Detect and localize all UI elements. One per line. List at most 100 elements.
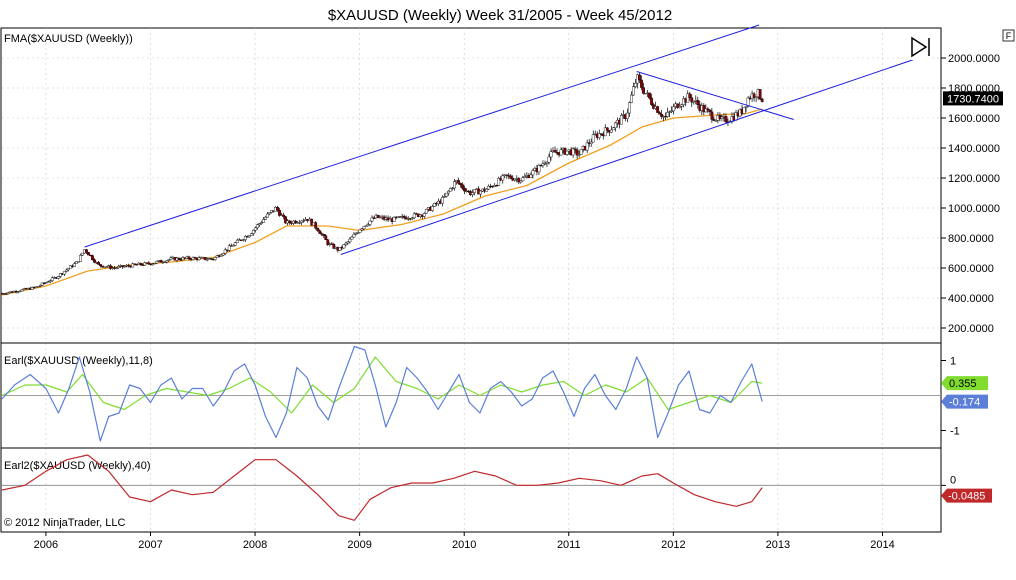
candle-body	[609, 129, 613, 133]
corner-f-button[interactable]: F	[1002, 29, 1015, 42]
candle-body	[545, 162, 549, 164]
candle-body	[589, 141, 593, 144]
candle-body	[167, 259, 171, 261]
candle-body	[443, 196, 446, 198]
candle-body	[441, 197, 444, 204]
candle-body	[432, 202, 436, 207]
candle-body	[320, 233, 324, 235]
candle-body	[155, 261, 159, 264]
candle-body	[445, 192, 448, 197]
candle-body	[262, 219, 265, 223]
candle-body	[710, 111, 714, 120]
candle-body	[36, 286, 40, 288]
candle-body	[87, 252, 90, 256]
candle-body	[485, 188, 489, 192]
candle-body	[451, 187, 454, 190]
candle-body	[68, 265, 72, 269]
candle-body	[50, 277, 54, 281]
candle-body	[187, 256, 191, 260]
candle-body	[372, 217, 376, 219]
candle-body	[473, 189, 476, 193]
candle-body	[105, 266, 108, 268]
earl2-badges: -0.0485	[941, 488, 992, 503]
candle-body	[332, 243, 336, 249]
candle-body	[300, 220, 304, 223]
candle-body	[276, 207, 279, 211]
candle-body	[360, 228, 364, 231]
candle-body	[143, 262, 147, 266]
candle-body	[163, 261, 167, 264]
candle-body	[680, 104, 684, 107]
corner-f-box[interactable]	[1002, 29, 1015, 42]
candle-body	[18, 290, 22, 292]
price-tick-label: 1600.0000	[948, 113, 1000, 125]
earl-value-label: 0.355	[949, 378, 977, 390]
candle-body	[354, 233, 358, 235]
candle-body	[531, 170, 535, 176]
candle-body	[302, 220, 306, 222]
candle-body	[686, 93, 690, 103]
candle-body	[318, 230, 322, 234]
candle-body	[278, 210, 281, 216]
candle-body	[251, 229, 255, 234]
candle-body	[366, 224, 370, 226]
candle-body	[575, 149, 579, 156]
candle-body	[746, 97, 750, 107]
candle-body	[338, 247, 342, 251]
candle-body	[553, 150, 557, 153]
candle-body	[505, 174, 509, 176]
draw-tool-icon[interactable]	[908, 36, 932, 60]
candle-body	[521, 177, 525, 182]
candle-body	[638, 74, 641, 81]
candle-body	[364, 225, 368, 227]
candle-body	[260, 222, 263, 224]
candle-body	[752, 93, 756, 98]
candle-body	[603, 127, 607, 137]
candle-body	[56, 276, 60, 279]
channel-lines	[84, 24, 915, 255]
candle-body	[147, 262, 151, 265]
channel-trendline	[636, 71, 794, 120]
candle-body	[758, 89, 762, 100]
candle-body	[241, 239, 245, 241]
candle-body	[344, 242, 348, 245]
candle-body	[255, 224, 259, 229]
candle-body	[658, 112, 661, 115]
price-tick-label: 1200.0000	[948, 173, 1000, 185]
candle-body	[324, 235, 328, 240]
candle-body	[191, 257, 195, 260]
candle-body	[457, 180, 460, 184]
candle-body	[227, 245, 231, 251]
candle-body	[153, 262, 157, 265]
candle-body	[370, 217, 374, 222]
candle-body	[573, 148, 577, 151]
candle-body	[696, 100, 700, 105]
candle-body	[151, 263, 155, 266]
candle-body	[85, 249, 88, 253]
candle-body	[577, 154, 581, 156]
candle-body	[666, 112, 670, 117]
candle-body	[424, 209, 428, 214]
candle-body	[619, 115, 623, 125]
candle-body	[356, 232, 360, 234]
candle-body	[376, 214, 380, 218]
last-price-value: 1730.7400	[947, 93, 999, 105]
candle-body	[81, 252, 84, 256]
candle-body	[131, 263, 135, 268]
play-triangle-icon	[911, 36, 928, 58]
candle-body	[109, 265, 112, 269]
candle-body	[549, 151, 553, 158]
earl-value-badge	[941, 394, 988, 409]
candle-body	[77, 261, 80, 263]
candle-body	[690, 97, 694, 103]
candle-body	[714, 120, 718, 122]
candle-body	[64, 269, 68, 272]
candle-body	[253, 227, 257, 231]
candle-body	[613, 122, 617, 129]
copyright: © 2012 NinjaTrader, LLC	[4, 517, 125, 529]
candle-body	[79, 255, 82, 262]
candle-body	[668, 111, 672, 113]
earl-tick-label: -1	[950, 426, 960, 438]
candle-body	[519, 180, 523, 183]
